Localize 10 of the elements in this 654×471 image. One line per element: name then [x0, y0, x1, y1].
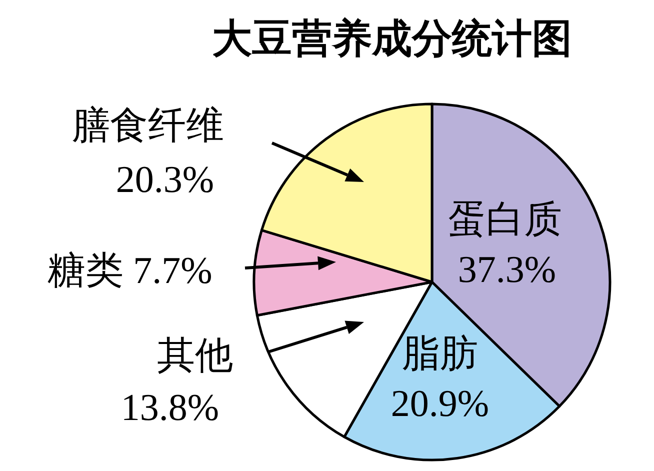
data-label: 20.3%	[116, 159, 214, 201]
data-label: 13.8%	[120, 387, 220, 429]
chart-title: 大豆营养成分统计图	[212, 17, 572, 61]
slice-label: 膳食纤维	[72, 105, 224, 147]
data-label: 20.9%	[390, 383, 490, 425]
slice-label: 蛋白质	[448, 199, 562, 241]
slice-label: 脂肪	[402, 333, 478, 375]
data-label: 37.3%	[458, 249, 556, 291]
slice-label: 糖类 7.7%	[48, 250, 212, 292]
slice-label: 其他	[157, 335, 233, 377]
